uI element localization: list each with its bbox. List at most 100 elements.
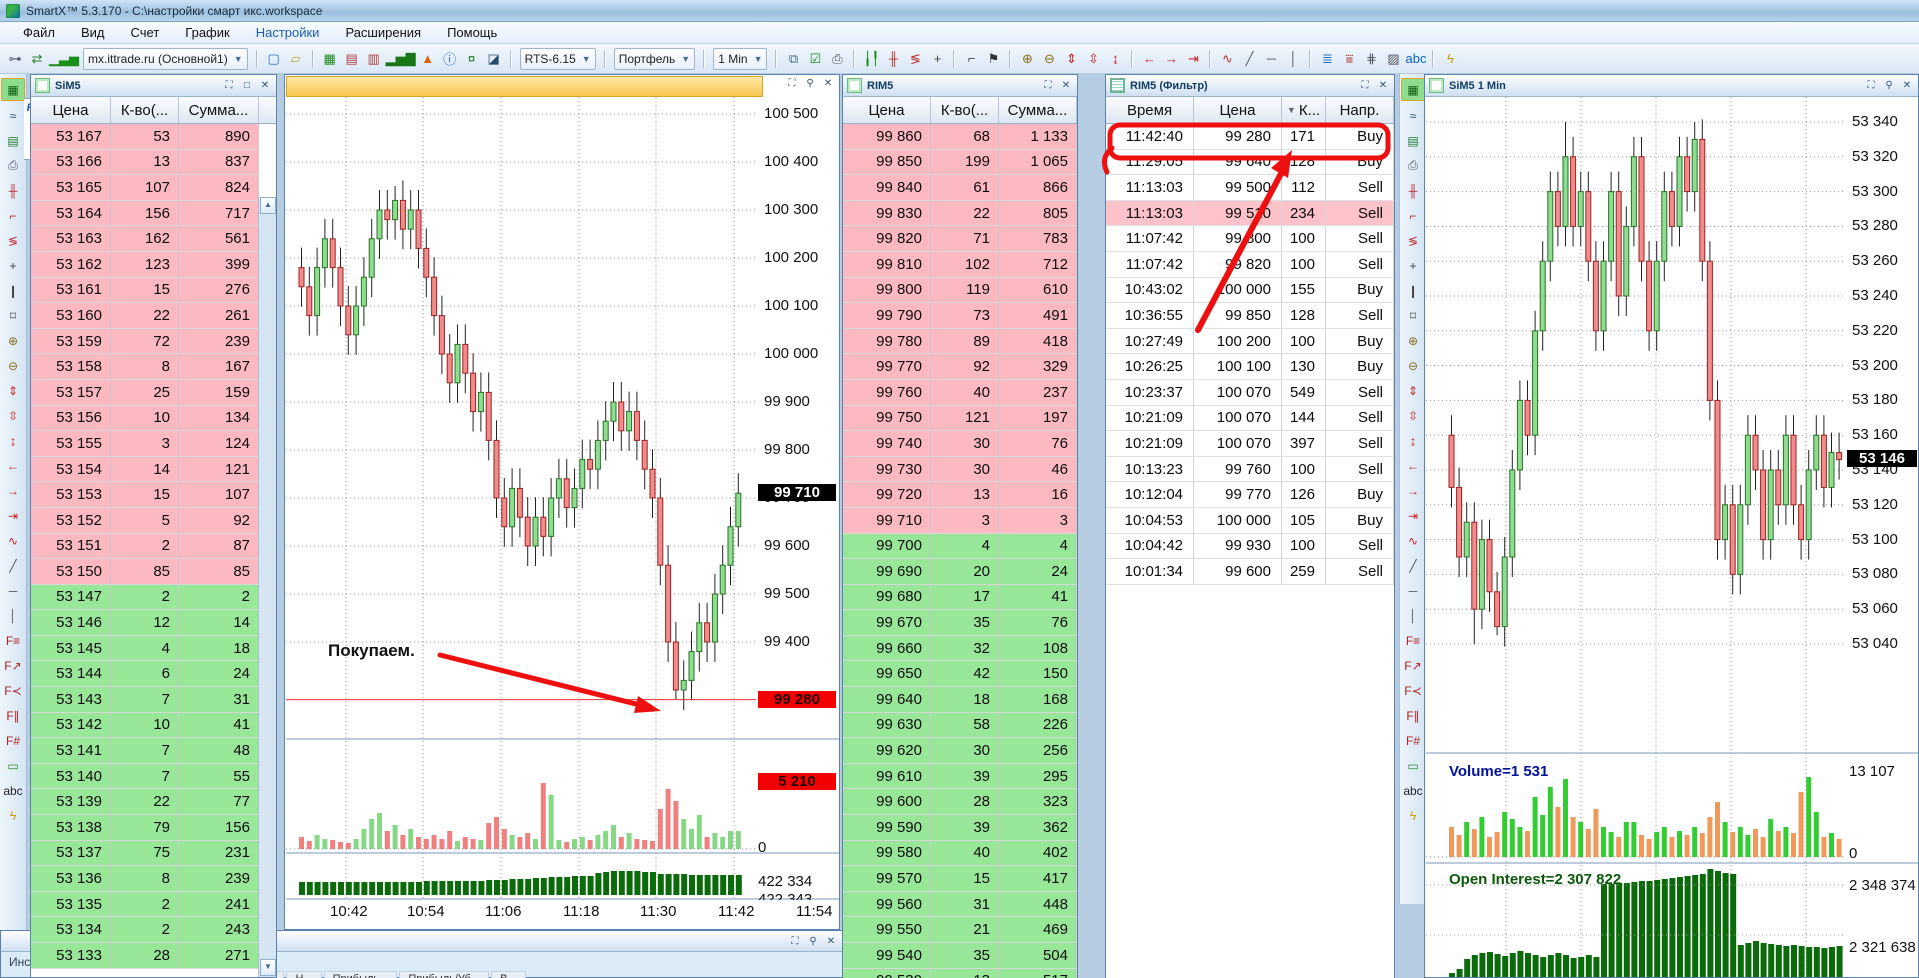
book-row[interactable]: 99 630 58 226 [843,712,1077,739]
tape-titlebar[interactable]: RIM5 (Фильтр) ⛶ ✕ [1106,75,1394,97]
text-tool-icon[interactable]: abc [1405,51,1427,66]
candles-icon[interactable]: ╫ [1408,183,1418,198]
print-icon[interactable]: ⎙ [8,158,18,172]
text-icon[interactable]: abc [1403,783,1423,798]
book-row[interactable]: 53 150 85 85 [31,559,259,585]
grid-icon[interactable]: ▦ [323,50,336,66]
book-row[interactable]: 53 153 15 107 [31,482,259,508]
new-workspace-icon[interactable]: ▢ [267,50,280,66]
book-row[interactable]: 99 790 73 491 [843,303,1077,329]
book-row[interactable]: 53 156 10 134 [31,405,259,432]
zigzag-icon[interactable]: ≶ [7,233,19,248]
print-icon[interactable]: ⎙ [1408,158,1418,172]
book-row[interactable]: 99 580 40 402 [843,840,1077,867]
trendline-icon[interactable]: ╱ [1409,558,1417,573]
wave-icon[interactable]: ∿ [1407,533,1419,548]
fibo-channel-icon[interactable]: F∥ [6,708,20,723]
wave-icon[interactable]: ∿ [7,533,19,548]
book-row[interactable]: 53 146 12 14 [31,610,259,636]
book-row[interactable]: 53 164 156 717 [31,200,259,227]
title-bar[interactable]: SmartX™ 5.3.170 - C:\настройки смарт икс… [0,0,1919,22]
excel-export-icon[interactable]: ▤ [1407,133,1419,148]
book-row[interactable]: 99 800 119 610 [843,277,1077,304]
book-row[interactable]: 99 550 21 469 [843,917,1077,943]
corner-icon[interactable]: ⌐ [967,51,976,66]
book-row[interactable]: 99 690 20 24 [843,559,1077,585]
book-row[interactable]: 99 590 39 362 [843,815,1077,841]
scroll-left-icon[interactable]: ← [1142,51,1156,66]
info-icon[interactable]: ⓘ [443,52,457,67]
arrow-right-icon[interactable]: → [7,483,19,498]
book-row[interactable]: 53 160 22 261 [31,303,259,329]
lightning-icon[interactable]: ϟ [1447,51,1454,66]
book-row[interactable]: 53 143 7 31 [31,687,259,713]
zigzag-icon[interactable]: ≶ [1407,233,1419,248]
money-table-icon[interactable]: ¤ [468,51,476,66]
book-row[interactable]: 99 700 4 4 [843,533,1077,560]
book-row[interactable]: 99 680 17 41 [843,584,1077,611]
tape-row[interactable]: 11:13:03 99 510 234 Sell [1106,200,1394,227]
tape-row[interactable]: 10:26:25 100 100 130 Buy [1106,354,1394,380]
column-header[interactable]: К-во(... [931,97,999,123]
book-row[interactable]: 53 140 7 55 [31,763,259,790]
dock-icon[interactable]: ⛶ [788,78,796,89]
rectangle-icon[interactable]: ▭ [1407,758,1419,773]
hline-icon[interactable]: ─ [8,583,18,598]
fibo-levels-icon[interactable]: F≡ [5,633,21,648]
scroll-up-icon[interactable]: ▲ [260,197,276,214]
sim5-depth-titlebar[interactable]: SiM5 ⛶ □ ✕ [31,75,276,97]
book-row[interactable]: 53 136 8 239 [31,866,259,892]
vline-icon[interactable]: │ [9,608,17,623]
scroll-right-icon[interactable]: → [1164,51,1178,66]
account-select[interactable]: mx.ittrade.ru (Основной1) ▼ [83,47,248,70]
tape-row[interactable]: 10:04:53 100 000 105 Buy [1106,507,1394,534]
level-icon[interactable]: ⌑ [9,308,17,323]
tape-row[interactable]: 11:29:05 99 640 128 Buy [1106,149,1394,176]
expand-vertical-icon[interactable]: ⇕ [7,383,19,398]
book-row[interactable]: 99 760 40 237 [843,379,1077,406]
fibo-fan-icon[interactable]: F≺ [1404,683,1422,698]
arrow-left-icon[interactable]: ← [7,458,19,473]
tape-row[interactable]: 10:43:02 100 000 155 Buy [1106,277,1394,304]
step-line-icon[interactable]: ⌐ [9,208,17,223]
close-icon[interactable]: ✕ [1061,80,1071,91]
tape-row[interactable]: 10:04:42 99 930 100 Sell [1106,533,1394,560]
book-row[interactable]: 99 670 35 76 [843,610,1077,636]
print-icon[interactable]: ⎙ [832,50,843,66]
menu-item-счет[interactable]: Счет [130,25,160,40]
book-row[interactable]: 99 820 71 783 [843,226,1077,252]
book-row[interactable]: 99 840 61 866 [843,175,1077,201]
rectangle-icon[interactable]: ▭ [7,758,19,773]
lightning-icon[interactable]: ϟ [9,808,17,823]
hatch-icon[interactable]: ▨ [1387,50,1400,66]
book-row[interactable]: 53 165 107 824 [31,175,259,201]
zoom-in-icon[interactable]: ⊕ [1022,50,1033,66]
book-row[interactable]: 99 660 32 108 [843,635,1077,662]
tape-row[interactable]: 10:13:23 99 760 100 Sell [1106,456,1394,483]
quote-icon[interactable]: ❙ [7,283,19,298]
dock-icon[interactable]: ⛶ [1361,80,1369,91]
column-header[interactable]: Цена [843,97,931,123]
lightning-icon[interactable]: ϟ [1409,808,1417,823]
hline-icon[interactable]: ─ [1408,583,1418,598]
depth2-icon[interactable]: ▥ [367,50,380,66]
open-workspace-icon[interactable]: ▱ [290,50,301,66]
crosshair-icon[interactable]: + [933,51,942,66]
rim5-chart[interactable]: 100 500 100 400 100 300 100 200 100 100 100 0… [286,97,839,929]
vline-icon[interactable]: │ [1289,51,1298,66]
chart-window-icon[interactable]: ◪ [487,50,500,66]
zoom-out-icon[interactable]: ⊖ [1407,358,1419,373]
excel-export-icon[interactable]: ▤ [7,133,19,148]
indicator-icon[interactable]: ≣ [1322,50,1333,66]
tape-row[interactable]: 10:21:09 100 070 144 Sell [1106,405,1394,432]
indicator2-icon[interactable]: ⩸ [1345,50,1354,66]
menu-item-настройки[interactable]: Настройки [255,25,320,40]
chart-button-icon[interactable]: ▦ [1,78,25,101]
scroll-down-icon[interactable]: ▼ [260,959,276,976]
column-header[interactable]: ▼ К... [1282,97,1326,123]
menu-item-расширения[interactable]: Расширения [345,25,422,40]
book-row[interactable]: 53 133 28 271 [31,943,259,969]
rim5-depth-titlebar[interactable]: RIM5 ⛶ ✕ [843,75,1077,97]
tape-row[interactable]: 10:12:04 99 770 126 Buy [1106,482,1394,508]
book-row[interactable]: 53 145 4 18 [31,635,259,662]
